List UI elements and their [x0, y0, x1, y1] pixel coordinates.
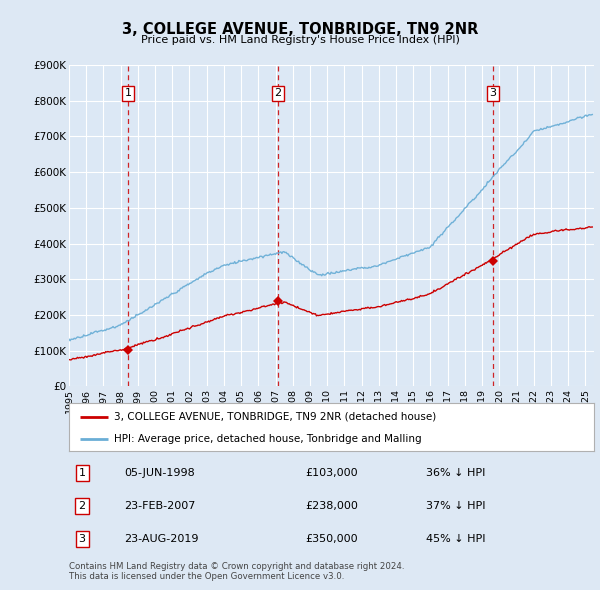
Text: 2: 2	[79, 501, 86, 511]
Text: £103,000: £103,000	[305, 468, 358, 478]
Text: HPI: Average price, detached house, Tonbridge and Malling: HPI: Average price, detached house, Tonb…	[113, 434, 421, 444]
Text: Contains HM Land Registry data © Crown copyright and database right 2024.
This d: Contains HM Land Registry data © Crown c…	[69, 562, 404, 581]
Text: 1: 1	[124, 88, 131, 99]
Text: £238,000: £238,000	[305, 501, 358, 511]
Text: 23-FEB-2007: 23-FEB-2007	[124, 501, 196, 511]
Text: £350,000: £350,000	[305, 534, 358, 544]
Text: 3: 3	[79, 534, 86, 544]
Text: 45% ↓ HPI: 45% ↓ HPI	[426, 534, 485, 544]
Text: 1: 1	[79, 468, 86, 478]
Text: 2: 2	[274, 88, 281, 99]
Text: 36% ↓ HPI: 36% ↓ HPI	[426, 468, 485, 478]
Text: 3, COLLEGE AVENUE, TONBRIDGE, TN9 2NR (detached house): 3, COLLEGE AVENUE, TONBRIDGE, TN9 2NR (d…	[113, 411, 436, 421]
Text: 23-AUG-2019: 23-AUG-2019	[124, 534, 199, 544]
Text: 05-JUN-1998: 05-JUN-1998	[124, 468, 195, 478]
Text: 37% ↓ HPI: 37% ↓ HPI	[426, 501, 485, 511]
Text: 3: 3	[490, 88, 497, 99]
Text: 3, COLLEGE AVENUE, TONBRIDGE, TN9 2NR: 3, COLLEGE AVENUE, TONBRIDGE, TN9 2NR	[122, 22, 478, 37]
Text: Price paid vs. HM Land Registry's House Price Index (HPI): Price paid vs. HM Land Registry's House …	[140, 35, 460, 45]
